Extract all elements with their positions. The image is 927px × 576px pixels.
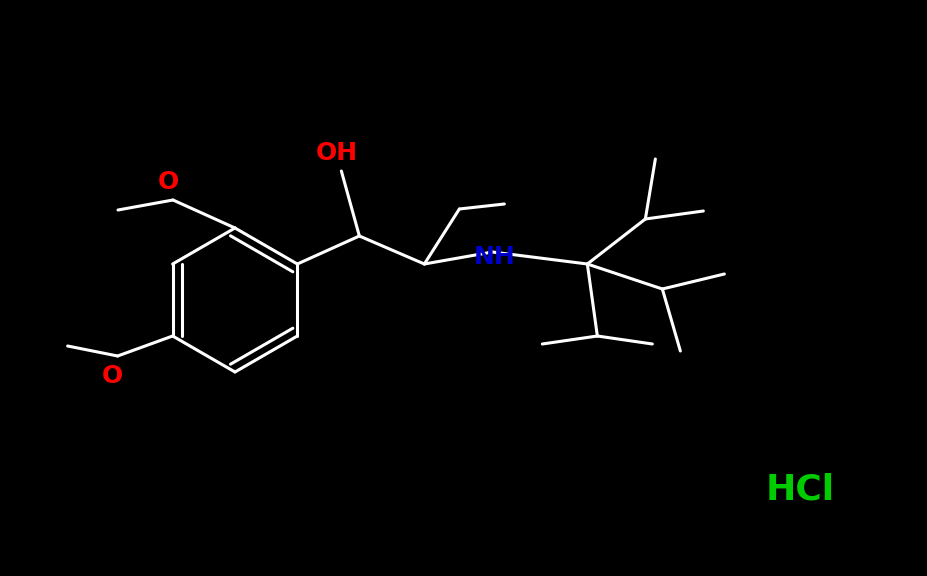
Text: NH: NH bbox=[473, 245, 514, 269]
Text: HCl: HCl bbox=[765, 473, 833, 507]
Text: OH: OH bbox=[315, 141, 357, 165]
Text: O: O bbox=[158, 170, 178, 194]
Text: O: O bbox=[102, 364, 123, 388]
